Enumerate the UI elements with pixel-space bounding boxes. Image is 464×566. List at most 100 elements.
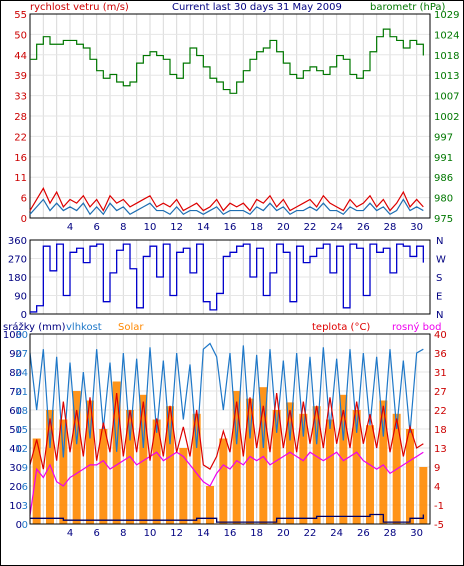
solar-bar xyxy=(139,394,148,524)
x-tick-label: 30 xyxy=(410,528,423,539)
solar-bar xyxy=(352,410,361,524)
panel2-frame xyxy=(29,239,431,315)
x-tick-label: 4 xyxy=(67,528,73,539)
x-tick-label: 24 xyxy=(330,528,343,539)
y-tick-label-humidity: 6 xyxy=(22,482,28,493)
y-tick-label-right: 1029 xyxy=(434,10,459,21)
x-tick-label: 10 xyxy=(144,222,157,233)
y-tick-label-compass: N xyxy=(436,236,443,247)
x-tick-label: 24 xyxy=(330,222,343,233)
y-tick-label-humidity: 0 xyxy=(22,520,28,531)
x-tick-label: 16 xyxy=(224,528,237,539)
y-tick-label-compass: N xyxy=(436,310,443,321)
y-tick-label-humidity: 30 xyxy=(15,330,28,341)
wind-speed-label: rychlost vetru (m/s) xyxy=(30,2,129,13)
legend-dewpoint: rosný bod xyxy=(392,321,441,333)
solar-bar xyxy=(152,419,161,524)
y-tick-label-temperature: -5 xyxy=(434,520,444,531)
y-tick-label-precip: 60 xyxy=(9,406,22,417)
panel3-x-axis: 4 6 8 10 12 14 16 18 20 22 24 26 28 30 xyxy=(67,528,423,539)
x-tick-label: 12 xyxy=(170,528,183,539)
y-tick-label-compass: S xyxy=(436,273,442,284)
y-tick-label-right: 1024 xyxy=(434,30,459,41)
y-tick-label-compass: E xyxy=(436,292,442,303)
solar-bar xyxy=(46,410,54,524)
wind-speed-line xyxy=(29,198,424,216)
solar-bar xyxy=(32,438,41,524)
y-tick-label-temperature: -1 xyxy=(434,501,444,512)
wind-direction-line xyxy=(30,243,424,313)
panel3-right-axis: 40 36 31 27 22 18 13 9 4 -1 -5 xyxy=(434,330,447,531)
y-tick-label-temperature: 4 xyxy=(434,482,440,493)
y-tick-label-temperature: 22 xyxy=(434,406,447,417)
panel2-series xyxy=(30,243,424,313)
y-tick-label-right: 1007 xyxy=(434,92,459,103)
y-tick-label-humidity: 21 xyxy=(15,387,28,398)
solar-bar xyxy=(219,438,228,524)
barometer-label: barometr (hPa) xyxy=(370,2,446,13)
y-tick-label-temperature: 9 xyxy=(434,463,440,474)
y-tick-label-left: 11 xyxy=(14,173,27,184)
y-tick-label-precip: 40 xyxy=(9,444,22,455)
x-tick-label: 22 xyxy=(304,528,317,539)
x-tick-label: 18 xyxy=(250,528,263,539)
panel2-left-axis: 360 270 180 90 0 xyxy=(8,236,27,321)
panel3-series xyxy=(29,342,428,524)
legend-precip: srážky (mm) xyxy=(3,321,66,333)
y-tick-label-precip: 20 xyxy=(9,482,22,493)
y-tick-label-temperature: 40 xyxy=(434,330,447,341)
y-tick-label-left: 50 xyxy=(14,30,27,41)
solar-bar xyxy=(192,413,201,524)
y-tick-label-left: 55 xyxy=(14,10,27,21)
y-tick-label-right: 1002 xyxy=(434,112,459,123)
x-tick-label: 10 xyxy=(144,528,157,539)
solar-bar xyxy=(86,400,94,524)
solar-bar xyxy=(299,413,308,524)
y-tick-label-temperature: 31 xyxy=(434,368,447,379)
y-tick-label-direction: 90 xyxy=(14,292,27,303)
y-tick-label-humidity: 18 xyxy=(15,406,28,417)
solar-bar xyxy=(179,448,188,524)
precip-line xyxy=(30,513,424,523)
solar-bar xyxy=(232,391,241,524)
solar-bar xyxy=(126,410,134,524)
x-tick-label: 8 xyxy=(120,528,126,539)
solar-bar xyxy=(406,429,414,524)
wind-gust-line xyxy=(29,187,424,212)
y-tick-label-precip: 80 xyxy=(9,368,22,379)
y-tick-label-compass: W xyxy=(436,255,446,266)
y-tick-label-left: 22 xyxy=(14,132,27,143)
y-tick-label-right: 1018 xyxy=(434,51,459,62)
y-tick-label-direction: 360 xyxy=(8,236,27,247)
y-tick-label-left: 33 xyxy=(14,92,27,103)
solar-bar xyxy=(366,425,374,524)
x-tick-label: 22 xyxy=(304,222,317,233)
panel1-left-axis: 55 50 44 39 33 28 22 16 11 6 0 xyxy=(14,10,27,225)
x-tick-label: 8 xyxy=(120,222,126,233)
y-tick-label-left: 0 xyxy=(21,214,27,225)
y-tick-label-direction: 180 xyxy=(8,273,27,284)
solar-bar xyxy=(286,402,294,524)
panel1-grid xyxy=(30,14,430,218)
y-tick-label-left: 28 xyxy=(14,112,27,123)
solar-bar xyxy=(419,467,428,524)
panel3-frame xyxy=(29,333,431,525)
y-tick-label-precip: 0 xyxy=(16,520,22,531)
y-tick-label-right: 1013 xyxy=(434,71,459,82)
x-tick-label: 20 xyxy=(277,222,290,233)
y-tick-label-left: 6 xyxy=(21,194,27,205)
solar-bar xyxy=(379,400,388,524)
solar-bar xyxy=(272,410,281,524)
y-tick-label-precip: 70 xyxy=(9,387,22,398)
y-tick-label-right: 991 xyxy=(434,153,453,164)
x-tick-label: 4 xyxy=(67,222,73,233)
y-tick-label-right: 986 xyxy=(434,173,453,184)
panel1-frame xyxy=(29,13,431,219)
y-tick-label-precip: 30 xyxy=(9,463,22,474)
legend-solar: Solar xyxy=(118,322,144,333)
y-tick-label-humidity: 15 xyxy=(15,425,28,436)
y-tick-label-precip: 50 xyxy=(9,425,22,436)
barometer-line xyxy=(30,28,424,94)
